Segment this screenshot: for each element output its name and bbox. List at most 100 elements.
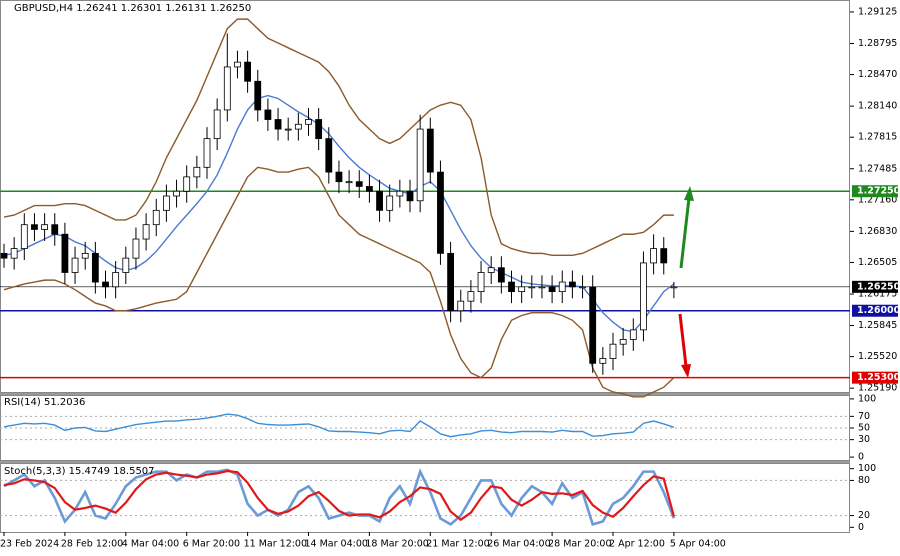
x-tick-label: 28 Feb 12:00 <box>61 539 123 550</box>
x-tick-label: 11 Mar 12:00 <box>244 539 307 550</box>
y-tick-label: 0 <box>858 452 864 463</box>
candle-body <box>376 190 383 211</box>
y-tick-label: 80 <box>858 475 870 486</box>
candle-body <box>426 128 434 173</box>
candle-body <box>162 195 170 211</box>
series-line <box>3 468 676 526</box>
price-level-label: 1.27250 <box>857 186 900 197</box>
x-tick-label: 4 Mar 04:00 <box>122 539 179 550</box>
y-tick-label: 1.28470 <box>858 69 897 80</box>
candle-body <box>335 171 343 183</box>
price-level-box <box>852 371 898 384</box>
price-level-label: 1.26250 <box>857 281 900 292</box>
candle-body <box>589 286 597 364</box>
candle-body <box>457 300 465 312</box>
candle-body <box>0 252 8 259</box>
candle-body <box>508 281 515 293</box>
series-line <box>3 18 674 256</box>
candle-body <box>81 252 89 259</box>
x-tick-label: 23 Feb 2024 <box>0 539 59 550</box>
y-tick-label: 1.28795 <box>858 38 897 49</box>
y-tick-label: 20 <box>858 510 870 521</box>
x-tick-label: 26 Mar 04:00 <box>487 539 550 550</box>
y-tick-label: 1.27160 <box>858 194 897 205</box>
x-tick-label: 21 Mar 12:00 <box>426 539 489 550</box>
candle-body <box>629 329 637 340</box>
down-arrow-shaft <box>678 313 688 367</box>
y-tick-label: 1.26505 <box>858 257 897 268</box>
candle-body <box>305 119 312 125</box>
candle-body <box>416 128 424 202</box>
candle-body <box>437 171 444 254</box>
price-level-box <box>852 280 898 293</box>
candle-body <box>203 138 211 168</box>
series-line <box>3 469 675 522</box>
candle-body <box>193 166 201 178</box>
candle-body <box>579 286 586 289</box>
candle-body <box>71 257 79 273</box>
y-tick-label: 50 <box>858 423 870 434</box>
candle-body <box>406 190 414 202</box>
candle-body <box>51 224 59 235</box>
candle-body <box>315 119 323 140</box>
price-level-box <box>852 304 898 317</box>
stoch-title: Stoch(5,3,3) 15.4749 18.5507 <box>4 466 155 477</box>
x-tick-label: 18 Mar 20:00 <box>365 539 428 550</box>
candle-body <box>447 252 455 312</box>
candle-body <box>670 286 678 289</box>
candle-body <box>102 281 109 288</box>
candle-body <box>20 224 28 249</box>
arrows <box>678 186 694 378</box>
candle-body <box>244 61 252 82</box>
y-tick-label: 1.25845 <box>858 320 897 331</box>
candle-body <box>477 272 485 293</box>
candle-body <box>284 128 292 131</box>
y-tick-label: 1.27485 <box>858 163 897 174</box>
y-tick-label: 100 <box>858 393 876 404</box>
stoch-panel-frame <box>0 463 850 533</box>
candle-body <box>223 66 231 111</box>
candle-body <box>518 286 526 293</box>
candle-body <box>396 190 404 197</box>
candle-body <box>548 286 556 293</box>
up-arrow-shaft <box>679 197 691 269</box>
candle-body <box>31 224 38 230</box>
candle-body <box>142 224 150 240</box>
candle-body <box>41 224 48 230</box>
x-tick-label: 5 Apr 04:00 <box>670 539 726 550</box>
main-panel-frame <box>0 0 850 393</box>
candle-body <box>386 195 394 211</box>
candle-body <box>538 286 546 289</box>
candle-body <box>650 248 657 264</box>
chart-title: GBPUSD,H4 1.26241 1.26301 1.26131 1.2625… <box>14 3 251 14</box>
candle-body <box>640 262 647 331</box>
y-tick-label: 1.26175 <box>858 289 897 300</box>
candle-body <box>355 181 363 187</box>
candle-body <box>528 286 536 289</box>
candle-body <box>173 190 180 197</box>
candle-body <box>274 119 282 130</box>
up-arrow-head <box>684 186 694 201</box>
candle-body <box>213 109 221 140</box>
candle-body <box>254 80 262 111</box>
price-level-label: 1.26000 <box>857 305 900 316</box>
candle-body <box>345 181 353 184</box>
y-tick-label: 1.25520 <box>858 351 897 362</box>
price-level-box <box>852 185 898 198</box>
candle-body <box>487 267 495 273</box>
candle-body <box>365 186 373 192</box>
y-tick-label: 1.28140 <box>858 101 897 112</box>
candle-body <box>183 176 191 192</box>
candle-body <box>660 248 668 264</box>
candle-body <box>10 248 18 259</box>
series-line <box>3 166 675 398</box>
x-tick-label: 2 Apr 12:00 <box>609 539 665 550</box>
candle-body <box>609 343 617 359</box>
price-level-label: 1.25300 <box>857 372 900 383</box>
candle-body <box>467 291 475 302</box>
candle-body <box>91 252 99 283</box>
candle-body <box>569 281 576 288</box>
candle-body <box>152 209 160 226</box>
